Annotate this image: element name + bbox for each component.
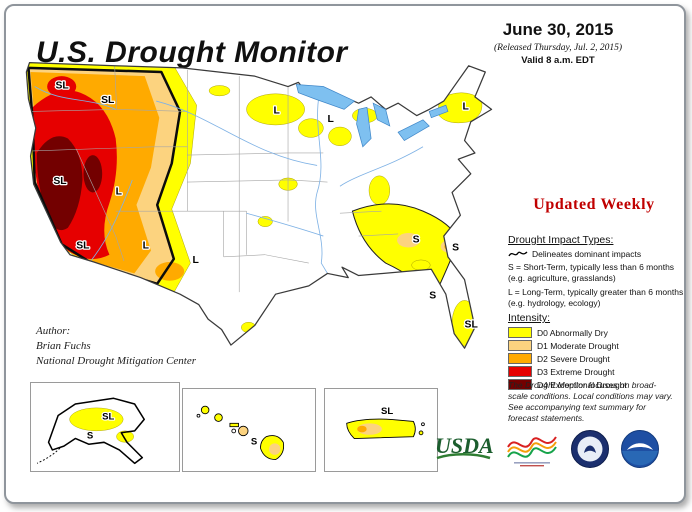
drought-monitor-page: U.S. Drought Monitor June 30, 2015 (Rele… [4, 4, 686, 504]
map-label-l: L [462, 101, 469, 112]
date-block: June 30, 2015 (Released Thursday, Jul. 2… [442, 20, 674, 66]
impact-boundary-line [27, 66, 182, 286]
intensity-swatch [508, 340, 532, 351]
us-outline [25, 62, 493, 349]
puerto-rico-impact-labels: SL [380, 405, 395, 418]
impact-long-term-label: L = Long-Term, typically greater than 6 … [508, 287, 684, 309]
intensity-item: D1 Moderate Drought [508, 340, 684, 351]
commerce-seal-icon [570, 429, 610, 469]
author-org: National Drought Mitigation Center [36, 354, 197, 367]
map-label-l: L [327, 114, 334, 125]
intensity-label: D3 Extreme Drought [537, 366, 615, 377]
map-label-sl: SL [101, 95, 115, 106]
author-label: Author: [36, 325, 71, 337]
map-label-sl: SL [102, 411, 114, 422]
intensity-label: D0 Abnormally Dry [537, 327, 608, 338]
intensity-item: D4 Exceptional Drought [508, 379, 684, 390]
release-date: (Released Thursday, Jul. 2, 2015) [494, 43, 622, 53]
great-lakes [295, 84, 449, 148]
impact-delineates-label: Delineates dominant impacts [532, 249, 642, 259]
aleutian-islands [36, 447, 61, 464]
puerto-rico-inset: SL [324, 388, 438, 472]
intensity-label: D4 Exceptional Drought [537, 379, 627, 390]
map-label-s: S [251, 436, 257, 447]
intensity-swatch [508, 327, 532, 338]
conus-map-svg: SL SL SL SL L L L L L L S S S SL [25, 62, 493, 349]
map-label-s: S [87, 430, 93, 441]
map-label-sl: SL [53, 176, 67, 187]
map-label-l: L [273, 106, 280, 117]
map-label-sl: SL [55, 81, 69, 92]
disclaimer-text: The Drought Monitor focuses on broad-sca… [508, 380, 673, 424]
conus-impact-labels: SL SL SL SL L L L L L L S S S SL [52, 79, 480, 331]
impact-types-heading: Drought Impact Types: [508, 234, 614, 246]
intensity-swatch [508, 353, 532, 364]
author-block: Author: Brian Fuchs National Drought Mit… [36, 324, 196, 369]
drought-regions [26, 62, 483, 347]
usda-swoosh [436, 453, 491, 460]
ndmc-logo [504, 429, 560, 469]
impact-line-icon [508, 251, 528, 257]
map-label-l: L [116, 187, 123, 198]
intensity-swatch [508, 379, 532, 390]
impact-boundary-line-se [351, 203, 459, 299]
map-label-s: S [413, 234, 420, 245]
alaska-inset: SL S [30, 382, 180, 472]
updated-weekly-label: Updated Weekly [533, 196, 655, 213]
alaska-outline [47, 397, 145, 465]
intensity-item: D2 Severe Drought [508, 353, 684, 364]
valid-time: Valid 8 a.m. EDT [521, 55, 595, 66]
conus-map: SL SL SL SL L L L L L L S S S SL [16, 56, 504, 386]
intensity-list: D0 Abnormally Dry D1 Moderate Drought D2 S… [508, 327, 684, 390]
hawaii-inset: S [182, 388, 316, 472]
hawaii-impact-labels: S [250, 435, 259, 448]
logos-row: USDA [434, 422, 684, 476]
impact-short-term-label: S = Short-Term, typically less than 6 mo… [508, 262, 675, 284]
intensity-label: D1 Moderate Drought [537, 340, 619, 351]
report-date: June 30, 2015 [502, 20, 614, 39]
map-label-sl: SL [381, 406, 393, 417]
intensity-heading: Intensity: [508, 312, 551, 324]
map-label-sl: SL [76, 241, 90, 252]
hawaii-map-svg: S [196, 405, 285, 460]
map-label-s: S [429, 290, 436, 301]
intensity-legend: Intensity: D0 Abnormally Dry D1 Moderate … [508, 312, 684, 390]
puerto-rico-map-svg: SL [346, 405, 425, 440]
intensity-swatch [508, 366, 532, 377]
usda-logo: USDA [434, 429, 494, 469]
map-label-l: L [193, 255, 200, 266]
author-name: Brian Fuchs [36, 339, 91, 352]
rivers [34, 86, 424, 274]
map-label-sl: SL [465, 319, 479, 330]
impact-types-legend: Drought Impact Types: Delineates dominan… [508, 234, 684, 309]
intensity-label: D2 Severe Drought [537, 353, 610, 364]
page-title: U.S. Drought Monitor [36, 36, 348, 70]
map-label-s: S [452, 243, 459, 254]
map-label-l: L [143, 241, 150, 252]
state-boundaries [30, 65, 399, 293]
noaa-logo-icon [620, 429, 660, 469]
intensity-item: D0 Abnormally Dry [508, 327, 684, 338]
intensity-item: D3 Extreme Drought [508, 366, 684, 377]
alaska-impact-labels: SL S [86, 410, 116, 442]
alaska-map-svg: SL S [36, 397, 145, 465]
